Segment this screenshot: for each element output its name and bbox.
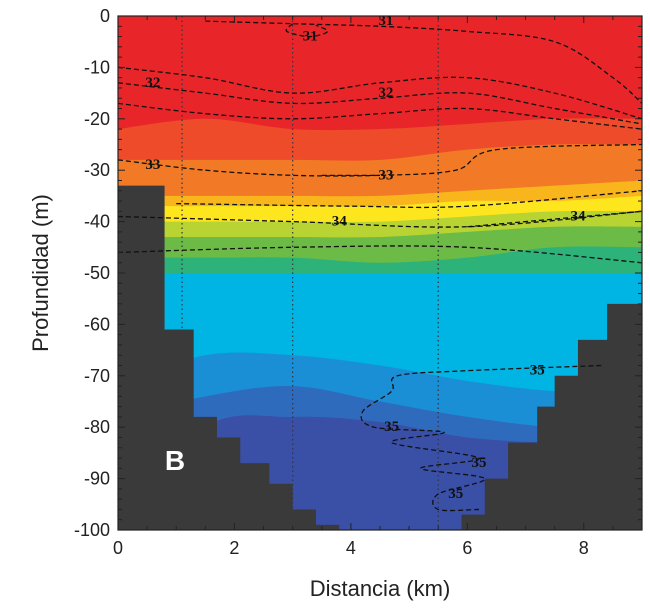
x-tick-label: 4 bbox=[346, 538, 356, 558]
y-tick-label: -100 bbox=[74, 520, 110, 540]
y-axis-label: Profundidad (m) bbox=[28, 194, 53, 352]
contour-line-35 bbox=[360, 364, 602, 512]
y-tick-label: 0 bbox=[100, 6, 110, 26]
seafloor bbox=[118, 185, 642, 530]
y-tick-label: -70 bbox=[84, 366, 110, 386]
seafloor-right bbox=[461, 303, 642, 530]
y-tick-label: -40 bbox=[84, 212, 110, 232]
contour-label: 35 bbox=[530, 363, 545, 379]
contour-lines bbox=[118, 20, 642, 512]
contour-line-34 bbox=[176, 190, 642, 209]
contour-line-34 bbox=[467, 210, 642, 228]
x-tick-label: 8 bbox=[579, 538, 589, 558]
contour-line-34 bbox=[118, 210, 642, 228]
contour-label: 34 bbox=[570, 208, 586, 224]
x-axis-label: Distancia (km) bbox=[310, 576, 451, 601]
contour-labels: 31 31 32 32 33 33 34 34 35 35 35 35 bbox=[145, 13, 586, 502]
y-tick-label: -60 bbox=[84, 314, 110, 334]
y-tick-label: -20 bbox=[84, 109, 110, 129]
contour-line-34 bbox=[118, 245, 642, 264]
contour-label: 34 bbox=[332, 214, 348, 230]
contour-label: 32 bbox=[145, 75, 160, 91]
contour-line-31 bbox=[285, 23, 329, 38]
y-tick-label: -50 bbox=[84, 263, 110, 283]
x-tick-label: 2 bbox=[229, 538, 239, 558]
contour-line-31 bbox=[205, 20, 642, 104]
contour-label: 35 bbox=[448, 486, 463, 502]
contour-label: 35 bbox=[471, 455, 486, 471]
contour-label: 33 bbox=[145, 157, 160, 173]
seafloor-left bbox=[118, 185, 340, 530]
contour-line-33 bbox=[118, 143, 642, 177]
contour-label: 31 bbox=[378, 13, 393, 29]
contour-label: 33 bbox=[378, 167, 393, 183]
contour-label: 35 bbox=[384, 419, 399, 435]
axis-ticks: 0 2 4 6 8 0 -10 -20 -30 -40 -50 -60 -70 -80 -90 -100 bbox=[74, 6, 642, 558]
contour-label: 32 bbox=[378, 85, 393, 101]
contour-line-32 bbox=[118, 66, 642, 120]
panel-label: B bbox=[165, 445, 185, 476]
x-tick-label: 0 bbox=[113, 538, 123, 558]
y-tick-label: -10 bbox=[84, 57, 110, 77]
y-tick-label: -30 bbox=[84, 160, 110, 180]
contour-label: 31 bbox=[303, 29, 318, 45]
x-tick-label: 6 bbox=[462, 538, 472, 558]
y-tick-label: -90 bbox=[84, 469, 110, 489]
y-tick-label: -80 bbox=[84, 417, 110, 437]
